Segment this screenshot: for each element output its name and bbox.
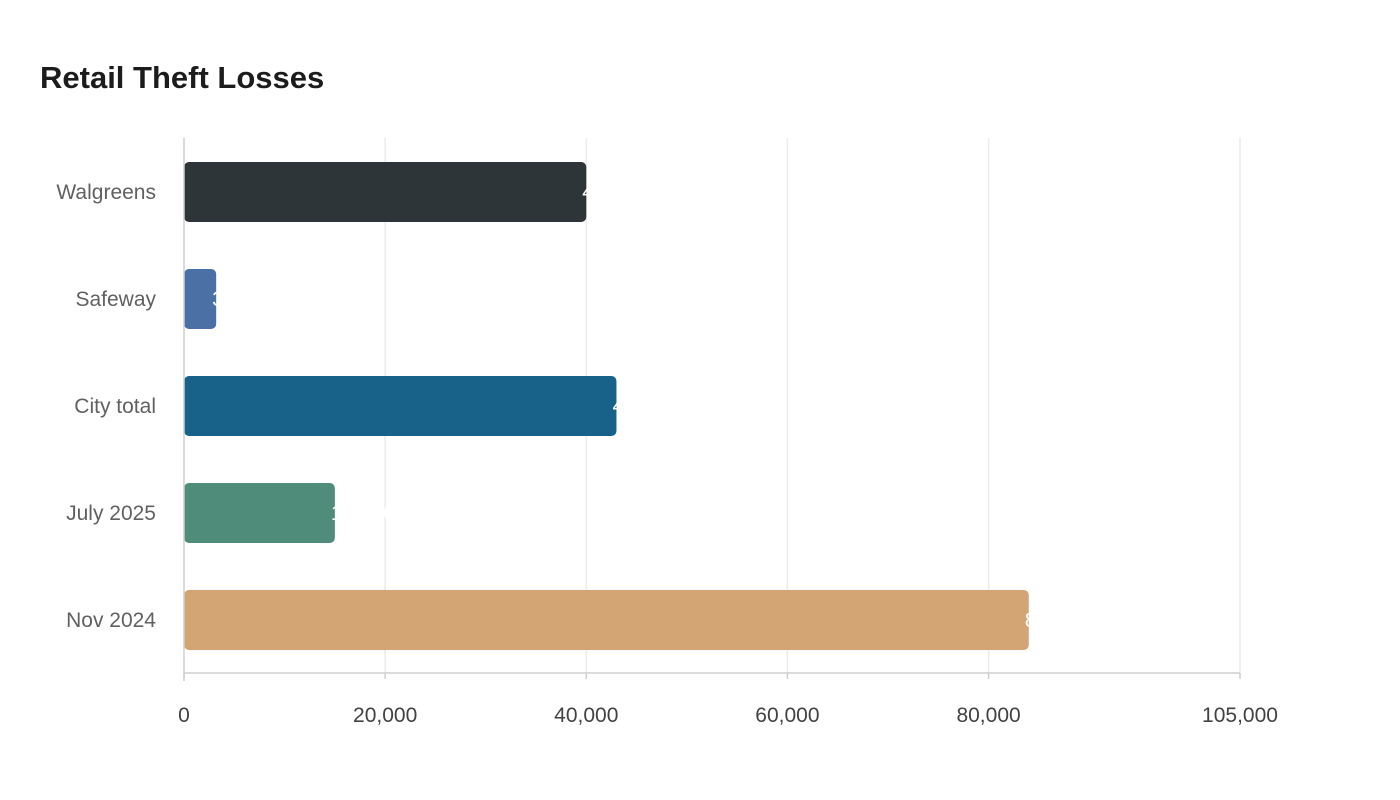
x-tick-label: 20,000: [353, 704, 417, 727]
labels: Walgreens 40,000 Safeway 3,200 City total 43,…: [56, 181, 1278, 727]
axes: [183, 138, 1241, 681]
x-tick-label: 0: [178, 704, 190, 727]
value-label: 43,000: [612, 395, 676, 418]
value-label: 3,200: [212, 288, 265, 311]
x-tick-label: 80,000: [956, 704, 1020, 727]
value-label: 15,000: [331, 502, 395, 525]
x-tick-label: 105,000: [1202, 704, 1278, 727]
bar: [184, 162, 587, 222]
category-label: Walgreens: [56, 181, 156, 204]
chart-title: Retail Theft Losses: [40, 60, 325, 95]
bar: [184, 590, 1029, 650]
bar: [184, 483, 335, 543]
value-label: 40,000: [582, 181, 646, 204]
category-label: Safeway: [75, 288, 156, 311]
bars: [184, 162, 1029, 650]
x-tick-label: 40,000: [554, 704, 618, 727]
bar: [184, 376, 617, 436]
value-label: 84,000: [1025, 609, 1089, 632]
category-label: Nov 2024: [66, 609, 156, 632]
category-label: July 2025: [66, 502, 156, 525]
bar: [184, 269, 217, 329]
x-tick-label: 60,000: [755, 704, 819, 727]
category-label: City total: [74, 395, 156, 418]
